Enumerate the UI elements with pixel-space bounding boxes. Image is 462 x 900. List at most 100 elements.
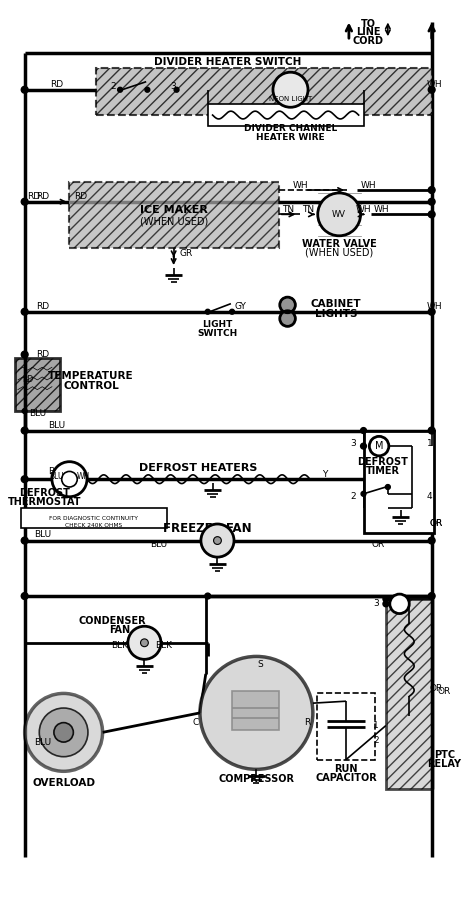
Text: (WHEN USED): (WHEN USED): [140, 216, 208, 226]
Text: FAN: FAN: [109, 626, 131, 635]
Bar: [386, 599, 432, 788]
Text: BLU: BLU: [48, 467, 65, 476]
Text: WH: WH: [356, 205, 371, 214]
Circle shape: [369, 436, 389, 455]
Text: Y: Y: [322, 470, 327, 479]
Circle shape: [128, 626, 161, 660]
Text: LINE: LINE: [356, 27, 381, 37]
Text: DIVIDER HEATER SWITCH: DIVIDER HEATER SWITCH: [153, 58, 301, 68]
Text: THERMOSTAT: THERMOSTAT: [7, 497, 81, 507]
Text: S: S: [257, 660, 263, 669]
Text: TIMER: TIMER: [366, 466, 400, 476]
Circle shape: [21, 537, 28, 544]
Circle shape: [428, 309, 435, 315]
Bar: [96, 68, 432, 115]
Text: LIGHT: LIGHT: [202, 320, 233, 328]
Text: RD: RD: [27, 193, 40, 202]
Bar: [232, 691, 279, 731]
Circle shape: [428, 86, 435, 94]
Text: 4: 4: [427, 492, 432, 501]
Bar: [69, 182, 279, 248]
Text: GY: GY: [235, 302, 247, 311]
Text: BLK: BLK: [112, 641, 128, 650]
Text: BLU: BLU: [34, 530, 51, 539]
Text: DIVIDER CHANNEL: DIVIDER CHANNEL: [244, 124, 337, 133]
Text: BLU: BLU: [151, 540, 168, 549]
Text: TN: TN: [282, 205, 295, 214]
Text: WH: WH: [427, 80, 443, 89]
Circle shape: [52, 462, 87, 497]
Circle shape: [360, 443, 366, 449]
Text: BLU: BLU: [29, 409, 46, 418]
Text: RD: RD: [36, 193, 49, 202]
Text: OR: OR: [438, 687, 451, 696]
Circle shape: [360, 428, 366, 434]
Circle shape: [383, 596, 389, 602]
Text: PTC: PTC: [434, 750, 455, 760]
Text: 2: 2: [373, 735, 379, 744]
Text: RD: RD: [22, 375, 33, 384]
Circle shape: [21, 428, 28, 434]
Text: WH: WH: [292, 181, 308, 190]
Text: TO: TO: [361, 19, 376, 29]
Text: RELAY: RELAY: [427, 760, 462, 770]
Circle shape: [200, 656, 313, 770]
Circle shape: [145, 87, 150, 92]
Circle shape: [361, 491, 366, 496]
Text: C: C: [193, 718, 199, 727]
Circle shape: [21, 592, 28, 599]
Text: 2: 2: [350, 492, 356, 501]
Text: COMPRESSOR: COMPRESSOR: [219, 774, 294, 784]
Text: SWITCH: SWITCH: [197, 328, 237, 338]
Circle shape: [428, 592, 435, 599]
Circle shape: [24, 693, 103, 771]
Text: ICE MAKER: ICE MAKER: [140, 205, 207, 215]
Bar: [15, 357, 60, 411]
Text: 2: 2: [110, 82, 116, 91]
Text: CORD: CORD: [353, 36, 384, 46]
Text: CONTROL: CONTROL: [63, 381, 119, 391]
Text: TEMPERATURE: TEMPERATURE: [48, 371, 134, 381]
Text: M: M: [375, 441, 383, 451]
Circle shape: [318, 193, 360, 236]
Text: 3: 3: [373, 599, 379, 608]
Circle shape: [280, 297, 295, 312]
Text: OVERLOAD: OVERLOAD: [32, 778, 95, 788]
Circle shape: [21, 86, 28, 94]
Text: OR: OR: [371, 540, 385, 549]
Circle shape: [273, 72, 308, 107]
Bar: [208, 104, 364, 126]
Text: WH: WH: [360, 181, 376, 190]
Circle shape: [21, 198, 28, 205]
Circle shape: [205, 593, 211, 599]
Text: CONDENSER: CONDENSER: [79, 616, 146, 626]
Circle shape: [39, 708, 88, 757]
Text: WH: WH: [373, 205, 389, 214]
Circle shape: [21, 309, 28, 315]
Bar: [21, 508, 167, 528]
Text: WV: WV: [332, 210, 346, 219]
Circle shape: [140, 639, 148, 647]
Text: DEFROST: DEFROST: [19, 488, 70, 498]
Text: BLU: BLU: [49, 472, 64, 481]
Text: WH: WH: [77, 472, 90, 481]
Text: R: R: [304, 718, 310, 727]
Circle shape: [385, 484, 390, 490]
Text: BLU: BLU: [34, 738, 51, 747]
Bar: [364, 430, 434, 533]
Circle shape: [118, 87, 122, 92]
Text: WH: WH: [427, 302, 443, 311]
Circle shape: [213, 536, 221, 544]
Circle shape: [428, 198, 435, 205]
Text: 3: 3: [350, 438, 356, 447]
Text: TN: TN: [302, 205, 314, 214]
Circle shape: [230, 310, 235, 314]
Text: GR: GR: [180, 248, 193, 257]
Text: RD: RD: [36, 350, 49, 359]
Text: HEATER WIRE: HEATER WIRE: [256, 133, 325, 142]
Text: RUN: RUN: [334, 764, 358, 774]
Text: OR: OR: [430, 684, 443, 693]
Text: OR: OR: [430, 518, 443, 527]
Text: 1: 1: [427, 438, 432, 447]
Text: DEFROST HEATERS: DEFROST HEATERS: [139, 463, 257, 473]
